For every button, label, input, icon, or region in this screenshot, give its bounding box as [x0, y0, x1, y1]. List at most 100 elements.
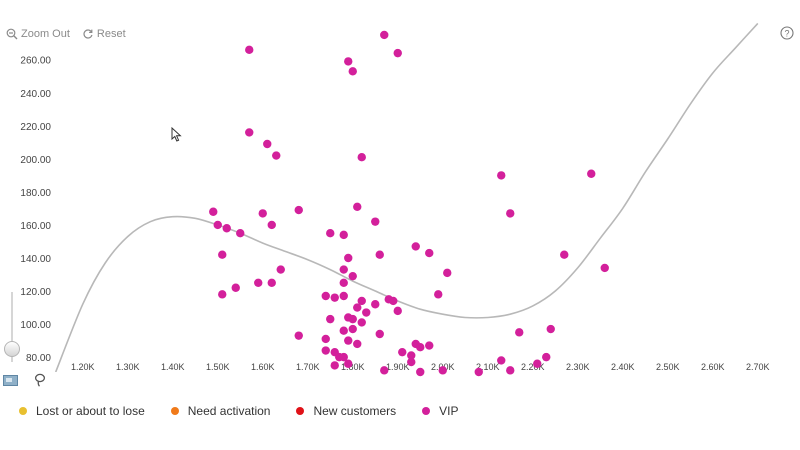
lasso-icon[interactable] — [34, 373, 46, 387]
data-point[interactable] — [294, 205, 303, 215]
data-point[interactable] — [321, 346, 330, 355]
data-point[interactable] — [371, 217, 380, 226]
y-tick-label: 120.00 — [20, 287, 51, 298]
data-point[interactable] — [425, 248, 434, 258]
data-point[interactable] — [546, 324, 555, 334]
data-point[interactable] — [560, 250, 569, 259]
zoom-slider-thumb[interactable] — [4, 341, 20, 357]
data-point[interactable] — [267, 278, 276, 287]
data-point[interactable] — [407, 357, 416, 367]
data-point[interactable] — [407, 351, 416, 360]
data-point[interactable] — [434, 290, 443, 299]
data-point[interactable] — [375, 329, 384, 339]
data-point[interactable] — [348, 271, 357, 281]
data-point[interactable] — [344, 253, 353, 263]
minimap-icon[interactable] — [3, 374, 18, 386]
data-point[interactable] — [339, 326, 348, 335]
data-point[interactable] — [348, 324, 357, 334]
data-point[interactable] — [587, 169, 596, 178]
data-point[interactable] — [339, 265, 348, 274]
data-point[interactable] — [245, 128, 254, 137]
data-point[interactable] — [236, 229, 245, 238]
data-point[interactable] — [218, 290, 227, 299]
data-point[interactable] — [357, 318, 366, 327]
data-point[interactable] — [339, 230, 348, 240]
data-point[interactable] — [393, 48, 402, 58]
data-point[interactable] — [357, 296, 366, 306]
legend-item-lost[interactable]: Lost or about to lose — [19, 404, 145, 418]
data-point[interactable] — [263, 139, 272, 149]
zoom-out-icon — [6, 28, 18, 40]
y-tick-label: 80.00 — [26, 353, 51, 364]
data-point[interactable] — [330, 361, 339, 370]
data-point[interactable] — [411, 242, 420, 251]
data-point[interactable] — [258, 209, 267, 218]
data-point[interactable] — [339, 352, 348, 362]
data-point[interactable] — [245, 45, 254, 55]
data-point[interactable] — [371, 300, 380, 309]
data-point[interactable] — [339, 278, 348, 287]
help-button[interactable]: ? — [780, 26, 794, 45]
data-point[interactable] — [533, 359, 542, 368]
data-point[interactable] — [213, 220, 222, 230]
data-point[interactable] — [497, 171, 506, 180]
data-point[interactable] — [362, 308, 371, 317]
legend-item-vip[interactable]: VIP — [422, 404, 459, 418]
reset-button[interactable]: Reset — [82, 28, 126, 40]
data-point[interactable] — [344, 336, 353, 345]
data-point[interactable] — [344, 359, 353, 368]
legend-label-need-activation: Need activation — [187, 404, 271, 418]
data-point[interactable] — [267, 220, 276, 230]
data-point[interactable] — [416, 367, 425, 377]
data-point[interactable] — [353, 303, 362, 312]
data-point[interactable] — [209, 207, 218, 216]
data-point[interactable] — [348, 314, 357, 324]
y-axis: 80.00 100.00 120.00 140.00 160.00 180.00 200.0… — [20, 56, 51, 364]
data-point[interactable] — [497, 356, 506, 365]
legend-item-need-activation[interactable]: Need activation — [170, 404, 271, 418]
data-point[interactable] — [443, 268, 452, 278]
data-point[interactable] — [326, 229, 335, 238]
data-point[interactable] — [218, 250, 227, 259]
zoom-out-button[interactable]: Zoom Out — [6, 28, 70, 40]
data-point[interactable] — [380, 366, 389, 375]
data-point[interactable] — [474, 367, 483, 377]
data-point[interactable] — [506, 209, 515, 218]
data-point[interactable] — [353, 339, 362, 349]
data-point[interactable] — [380, 30, 389, 40]
data-point[interactable] — [321, 334, 330, 344]
data-point[interactable] — [416, 343, 425, 352]
data-point[interactable] — [600, 263, 609, 273]
data-point[interactable] — [375, 250, 384, 259]
y-tick-label: 220.00 — [20, 122, 51, 133]
data-point[interactable] — [515, 328, 524, 337]
data-point[interactable] — [506, 366, 515, 375]
data-point[interactable] — [398, 347, 407, 357]
data-point[interactable] — [542, 352, 551, 362]
data-point[interactable] — [272, 151, 281, 160]
data-point[interactable] — [330, 293, 339, 302]
legend-label-vip: VIP — [439, 404, 459, 418]
data-point[interactable] — [222, 224, 231, 233]
data-point[interactable] — [276, 265, 285, 274]
x-tick-label: 2.50K — [656, 362, 680, 372]
data-point[interactable] — [254, 278, 263, 287]
data-point[interactable] — [231, 283, 240, 292]
data-point[interactable] — [344, 57, 353, 66]
data-point[interactable] — [348, 67, 357, 76]
data-point[interactable] — [425, 341, 434, 350]
x-tick-label: 1.90K — [386, 362, 410, 372]
data-point[interactable] — [294, 331, 303, 340]
legend-item-new-customers[interactable]: New customers — [296, 404, 396, 418]
data-point[interactable] — [330, 347, 339, 357]
data-point[interactable] — [438, 366, 447, 375]
data-point[interactable] — [389, 296, 398, 306]
data-point[interactable] — [339, 291, 348, 301]
data-point[interactable] — [321, 291, 330, 301]
data-point[interactable] — [357, 153, 366, 162]
data-point[interactable] — [326, 314, 335, 324]
zoom-slider[interactable] — [4, 292, 20, 382]
data-point[interactable] — [353, 202, 362, 211]
data-point[interactable] — [393, 306, 402, 316]
